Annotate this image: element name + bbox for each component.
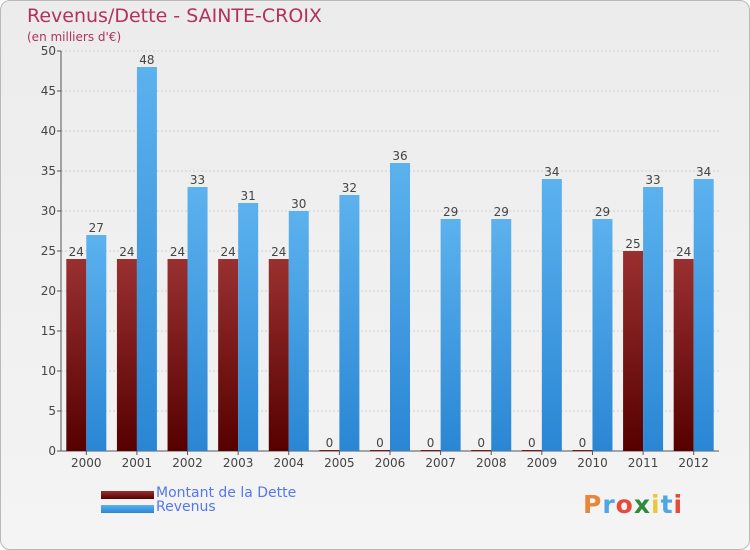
bar-dette [116,259,137,451]
bar-revenus [541,179,562,451]
bar-dette [673,259,694,451]
x-tick-label: 2009 [527,456,558,470]
x-tick-label: 2006 [375,456,406,470]
y-tick-label: 45 [41,84,56,98]
value-label-dette: 0 [579,436,587,450]
value-label-dette: 0 [528,436,536,450]
value-label-revenus: 29 [443,205,458,219]
legend-swatch-revenus [101,505,154,513]
value-label-revenus: 29 [595,205,610,219]
legend-label-revenus: Revenus [156,499,216,515]
bar-revenus [440,219,461,451]
bar-dette [319,450,340,451]
value-label-revenus: 34 [544,165,559,179]
x-tick-label: 2001 [122,456,153,470]
y-tick-label: 25 [41,244,56,258]
logo-letter: x [633,490,651,519]
bar-revenus [390,163,410,451]
y-tick-label: 30 [41,204,56,218]
bar-dette [167,259,188,451]
value-label-revenus: 33 [645,173,660,187]
value-label-dette: 24 [676,245,691,259]
y-tick-label: 15 [41,324,56,338]
bar-revenus [693,179,714,451]
value-label-dette: 0 [326,436,334,450]
x-tick-label: 2010 [577,456,608,470]
legend-swatch-dette [101,491,154,499]
y-tick-label: 35 [41,164,56,178]
value-label-revenus: 34 [696,165,711,179]
logo-letter: o [615,490,634,519]
bar-dette [370,450,390,451]
value-label-dette: 0 [427,436,435,450]
bar-revenus [339,195,360,451]
value-label-revenus: 30 [291,197,306,211]
logo-letter: t [660,490,674,519]
logo-letter: i [673,490,684,519]
y-tick-label: 10 [41,364,56,378]
bar-dette [268,259,289,451]
legend-label-dette: Montant de la Dette [156,485,297,501]
y-tick-label: 5 [48,404,56,418]
value-label-dette: 24 [170,245,185,259]
value-label-revenus: 27 [89,221,104,235]
value-label-dette: 25 [625,237,640,251]
bar-dette [471,450,492,451]
value-label-revenus: 32 [342,181,357,195]
y-tick-label: 50 [41,44,56,58]
logo-letter: i [651,490,661,519]
x-tick-label: 2004 [273,456,304,470]
bar-revenus [288,211,309,451]
value-label-revenus: 33 [190,173,205,187]
bar-revenus [592,219,613,451]
bar-revenus [86,235,107,451]
x-tick-label: 2007 [425,456,456,470]
proxiti-logo: Proxiti [583,490,683,519]
value-label-dette: 24 [271,245,286,259]
bar-revenus [136,67,157,451]
value-label-revenus: 29 [494,205,509,219]
x-tick-label: 2012 [678,456,709,470]
value-label-dette: 0 [477,436,485,450]
y-tick-label: 20 [41,284,56,298]
bar-dette [66,259,87,451]
bar-dette [420,450,441,451]
value-label-revenus: 31 [241,189,256,203]
value-label-dette: 24 [119,245,134,259]
bar-revenus [238,203,259,451]
chart-subtitle: (en milliers d'€) [27,30,122,44]
value-label-dette: 24 [69,245,84,259]
logo-letter: P [583,490,603,519]
value-label-dette: 0 [376,436,384,450]
x-tick-label: 2000 [71,456,102,470]
bar-dette [521,450,542,451]
bar-dette [218,259,239,451]
bar-revenus [643,187,664,451]
chart-title: Revenus/Dette - SAINTE-CROIX [27,5,322,27]
x-tick-label: 2002 [172,456,203,470]
bar-chart: 0 5 10 15 20 25 30 35 40 45 50 2000 24 27 2001 24 48 2002… [41,44,719,470]
x-tick-label: 2011 [628,456,659,470]
y-tick-label: 40 [41,124,56,138]
logo-letter: r [602,490,616,519]
x-tick-label: 2005 [324,456,355,470]
value-label-dette: 24 [221,245,236,259]
x-tick-label: 2003 [223,456,254,470]
x-tick-label: 2008 [476,456,507,470]
bar-dette [572,450,593,451]
bar-dette [623,251,644,451]
bar-revenus [187,187,208,451]
value-label-revenus: 48 [139,53,154,67]
y-tick-label: 0 [48,444,56,458]
value-label-revenus: 36 [392,149,407,163]
bar-revenus [491,219,512,451]
